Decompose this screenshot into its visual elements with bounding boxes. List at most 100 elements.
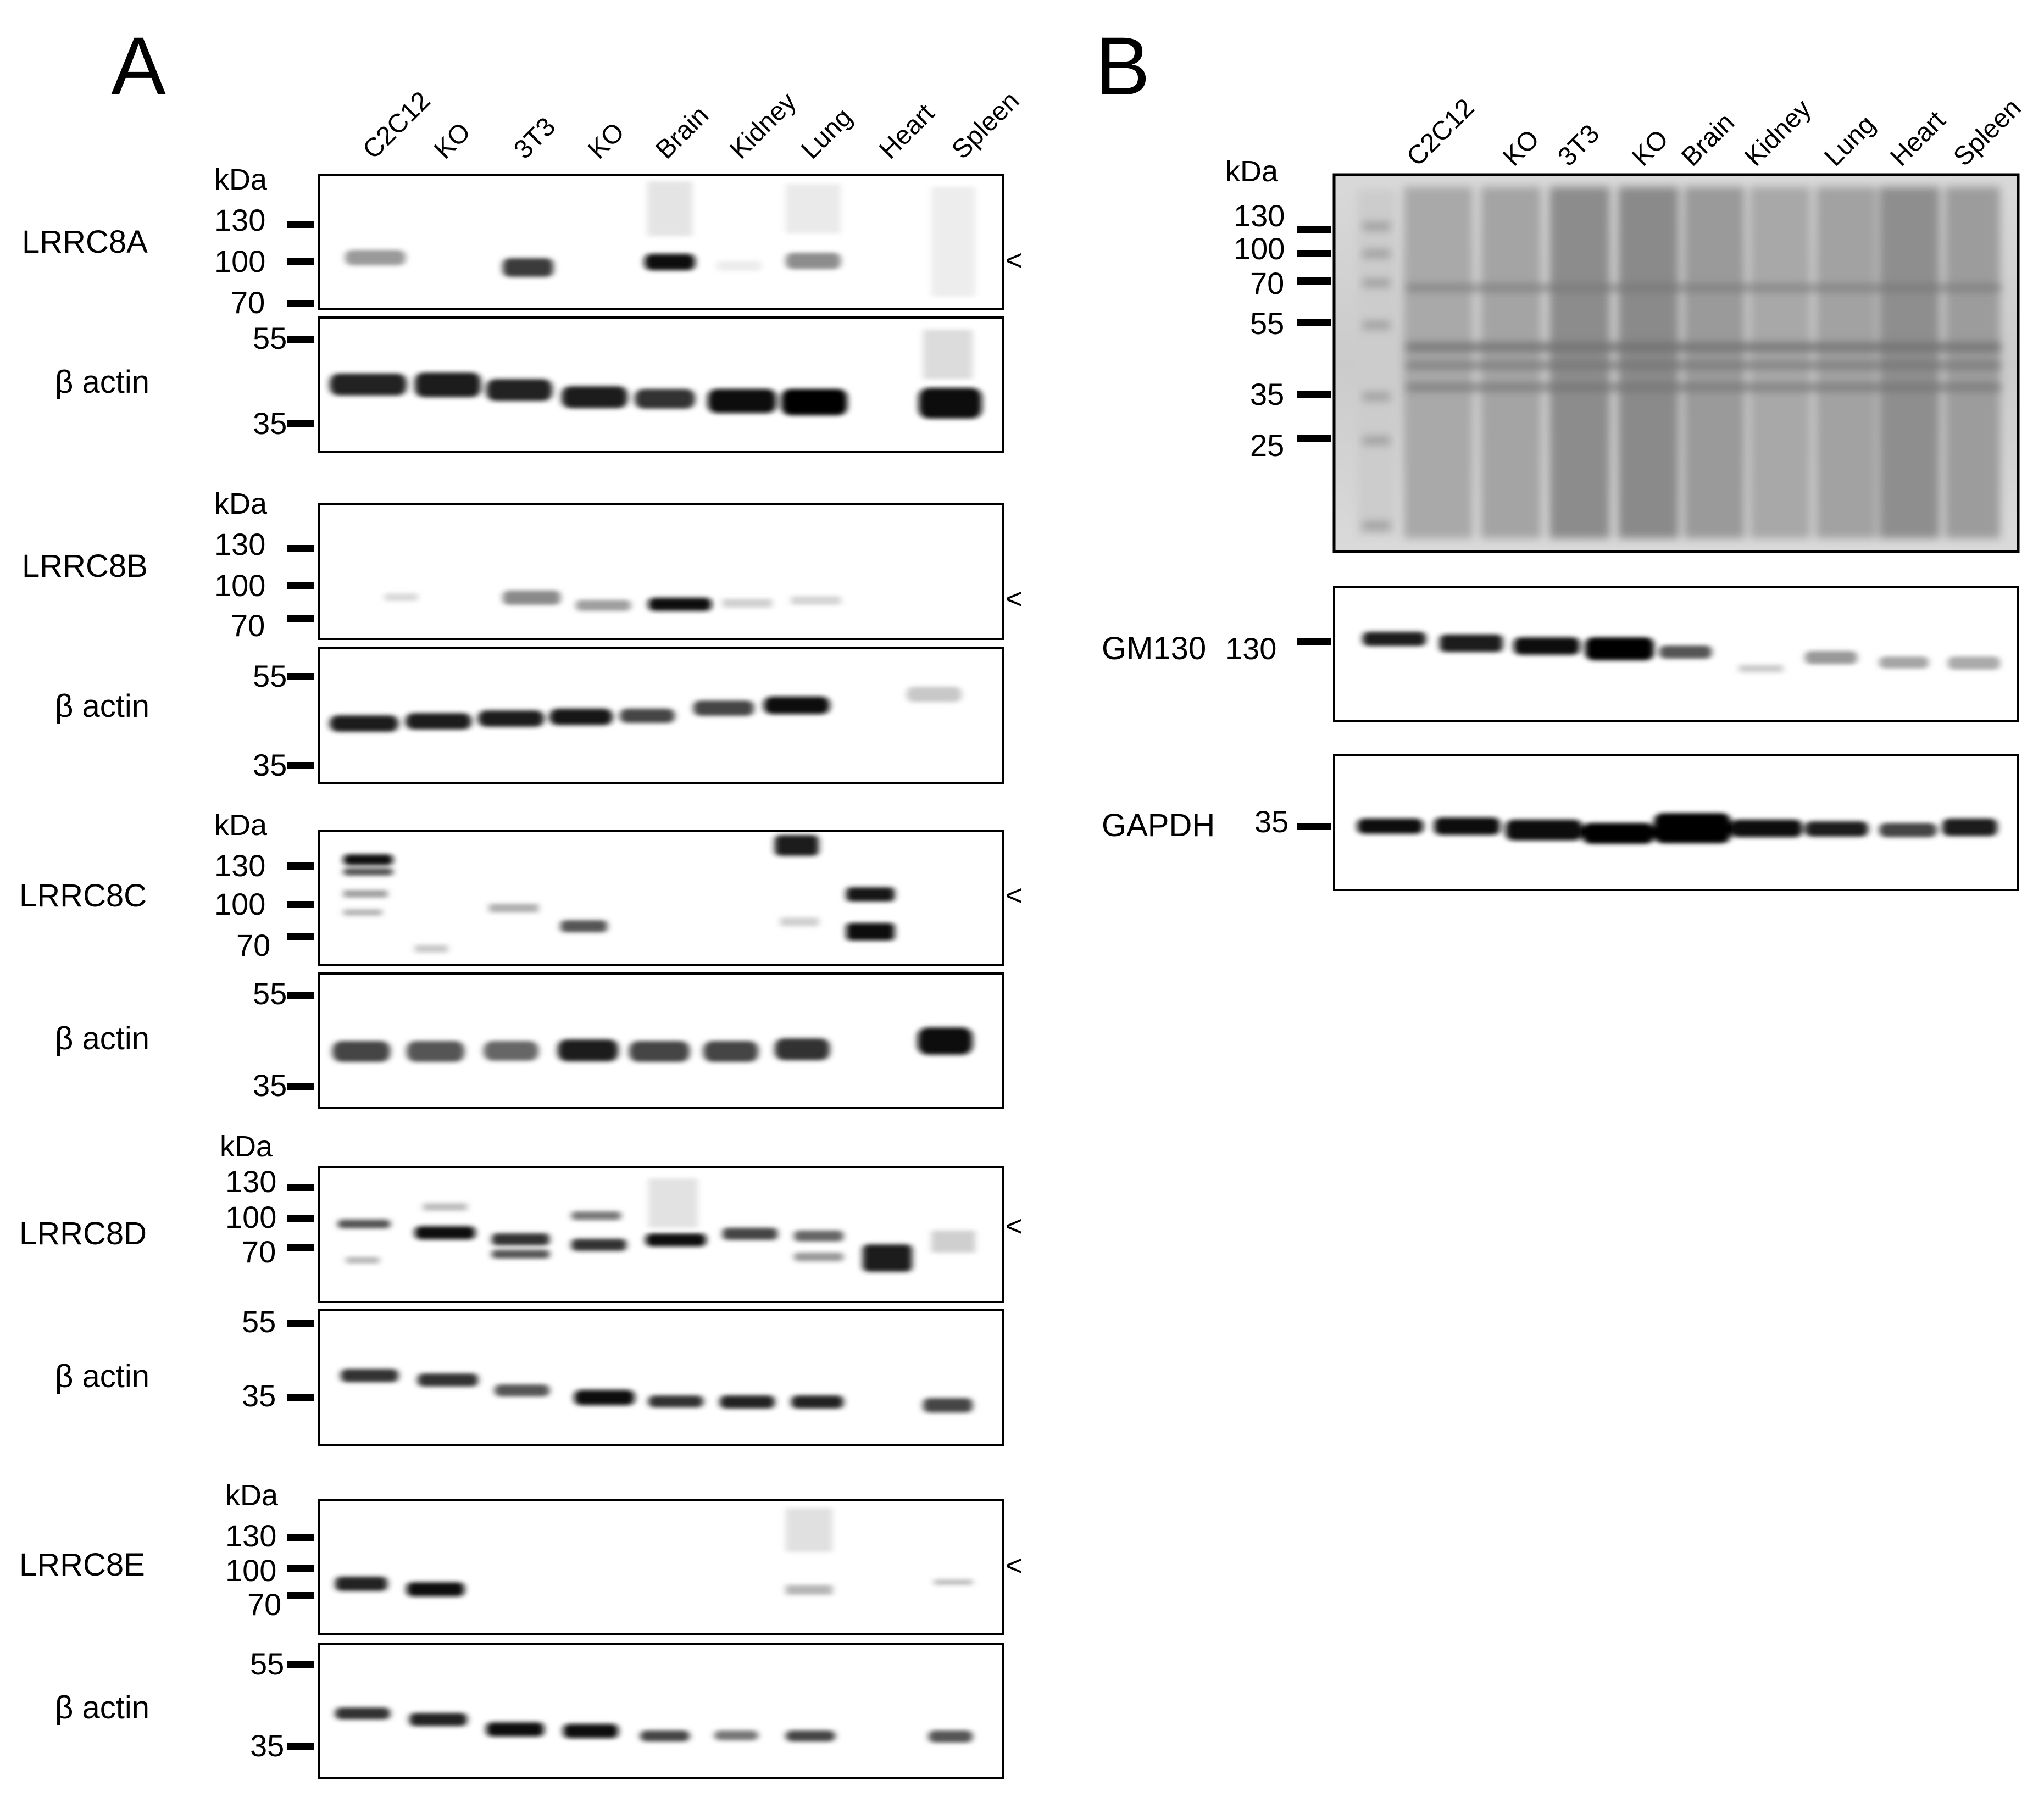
band (931, 1231, 975, 1253)
marker-70: 70 (231, 285, 265, 320)
marker-tick (1297, 319, 1331, 326)
lane-label-3t3: 3T3 (508, 112, 561, 165)
band (648, 1178, 698, 1228)
band (1357, 819, 1423, 834)
band (693, 700, 754, 716)
band (495, 1384, 549, 1396)
band (341, 1369, 398, 1382)
blot-group-lrrc8e: kDa LRRC8E 130 100 70 < β actin 55 35 (19, 1479, 1023, 1779)
band (786, 1508, 832, 1552)
panel-a-letter: A (111, 20, 166, 112)
band (1739, 665, 1783, 672)
marker-100: 100 (214, 568, 265, 603)
bands (338, 1178, 975, 1272)
band (907, 687, 962, 702)
marker-130: 130 (214, 203, 265, 237)
marker-55: 55 (253, 976, 287, 1011)
marker-tick (1297, 638, 1331, 645)
lane-label-c2c12: C2C12 (1401, 93, 1480, 172)
band (385, 593, 418, 601)
marker-tick (287, 1565, 314, 1572)
marker-tick (1297, 435, 1331, 442)
band (919, 388, 982, 419)
band (1659, 645, 1712, 659)
marker-tick (287, 1394, 314, 1401)
band (560, 920, 607, 932)
band (647, 181, 692, 236)
band (863, 1244, 912, 1272)
marker-tick (287, 1661, 314, 1668)
band (407, 1582, 464, 1596)
kda-label: kDa (225, 1479, 279, 1512)
band (335, 1577, 387, 1591)
band (330, 715, 398, 732)
loading-label: β actin (55, 1359, 149, 1394)
panel-b-lane-labels: C2C12 KO 3T3 KO Brain Kidney Lung Heart … (1401, 93, 2026, 172)
loading-label: β actin (55, 364, 149, 400)
marker-100: 100 (214, 244, 265, 279)
lane-label-heart: Heart (874, 98, 940, 164)
band (571, 1239, 626, 1251)
band (492, 1233, 549, 1245)
band (794, 1231, 843, 1242)
marker-tick (1297, 277, 1331, 285)
marker-tick (287, 862, 314, 870)
band (764, 697, 830, 714)
marker-130: 130 (1225, 631, 1276, 666)
blot-group-lrrc8c: kDa LRRC8C 130 100 70 < β actin 55 35 (19, 809, 1023, 1109)
marker-70: 70 (242, 1234, 276, 1269)
bands (330, 687, 962, 732)
ladder-band (1363, 393, 1390, 400)
panel-b-letter: B (1095, 20, 1150, 112)
membrane-lrrc8e (318, 1499, 1004, 1635)
band (1942, 819, 1997, 836)
band (492, 1250, 549, 1259)
band (1582, 823, 1654, 844)
protein-label-lrrc8e: LRRC8E (19, 1547, 145, 1583)
band (571, 1211, 621, 1220)
stain-band (1407, 286, 2000, 290)
band (558, 1039, 618, 1061)
band (775, 835, 819, 856)
band (415, 945, 448, 953)
marker-tick (287, 1184, 314, 1191)
protein-label-lrrc8b: LRRC8B (22, 548, 148, 584)
band (780, 917, 819, 926)
band (708, 389, 776, 413)
marker-tick (287, 1592, 314, 1599)
ladder-lane (1357, 190, 1396, 536)
band (407, 1041, 464, 1062)
band (1879, 656, 1929, 669)
marker-tick (287, 615, 314, 622)
band (1731, 820, 1802, 837)
marker-tick (287, 221, 314, 228)
marker-100: 100 (225, 1200, 276, 1234)
marker-70: 70 (247, 1587, 281, 1622)
bands (335, 1508, 973, 1596)
marker-130: 130 (214, 527, 265, 561)
bands (330, 330, 982, 419)
band (846, 887, 895, 902)
band (1514, 637, 1580, 655)
marker-tick (287, 1215, 314, 1222)
ladder-band (1363, 250, 1390, 258)
marker-tick (287, 1534, 314, 1541)
band (338, 1220, 390, 1228)
marker-tick (287, 762, 314, 769)
blot-group-lrrc8a: kDa LRRC8A 130 100 70 < β actin 55 35 (22, 163, 1023, 453)
marker-35: 35 (253, 748, 287, 782)
band (415, 372, 481, 397)
marker-35: 35 (253, 406, 287, 441)
band (330, 374, 407, 396)
band (1506, 820, 1582, 841)
gm130-blot-group: GM130 130 (1102, 586, 2019, 722)
lane-label-kidney: Kidney (1739, 94, 1817, 172)
membrane-actin-e (318, 1643, 1004, 1779)
marker-tick (287, 545, 314, 552)
kda-label: kDa (1225, 155, 1279, 188)
marker-35: 35 (253, 1068, 287, 1103)
marker-tick (287, 582, 314, 589)
band (335, 1707, 390, 1719)
loading-label: β actin (55, 1021, 149, 1056)
